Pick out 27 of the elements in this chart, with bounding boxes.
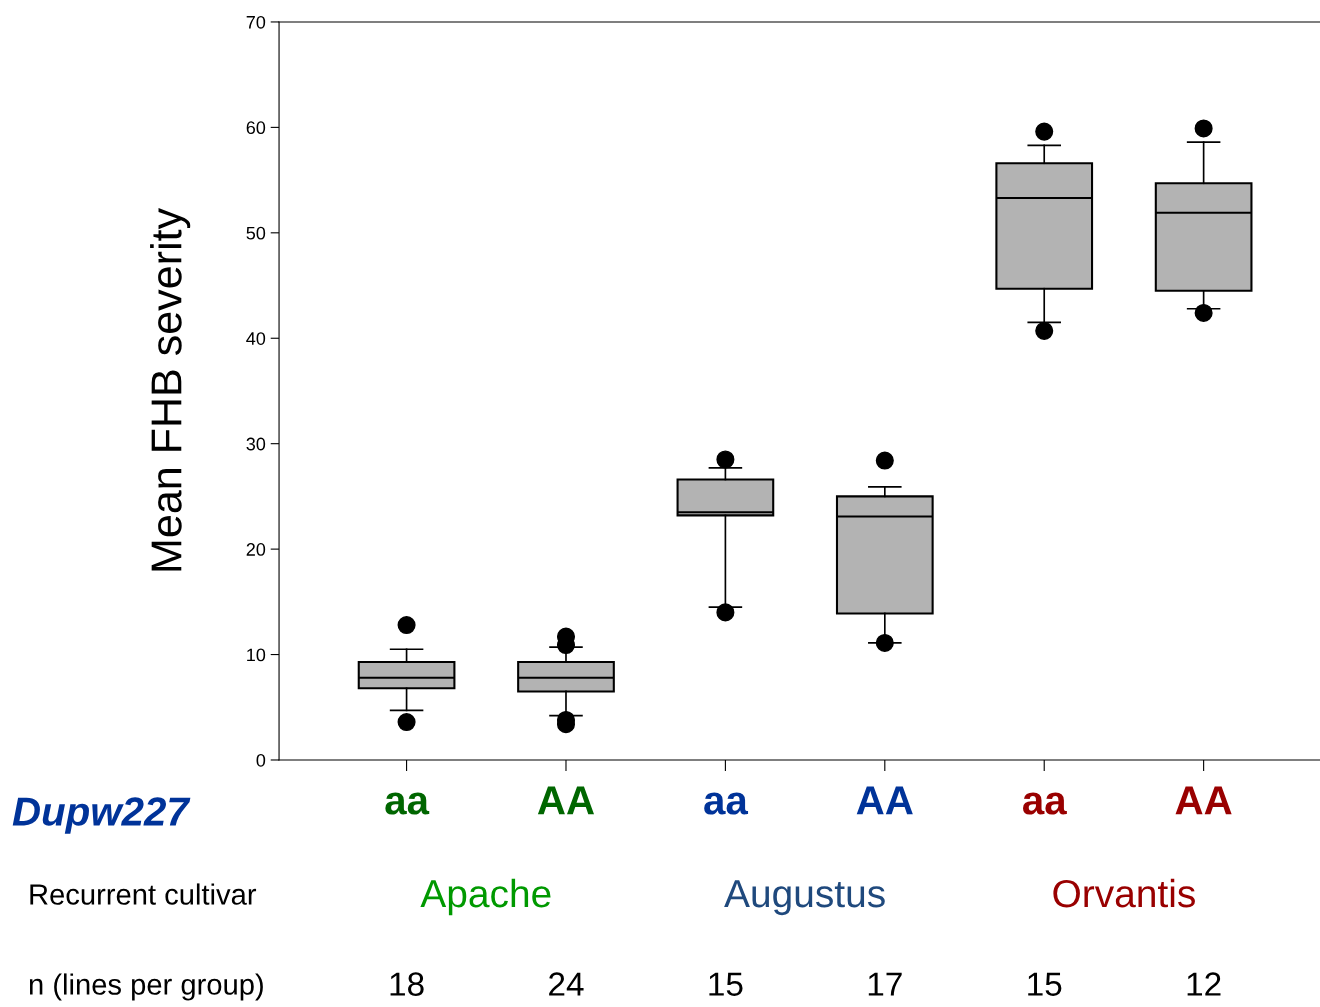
x-tick-label: aa bbox=[385, 792, 430, 815]
text: Apache bbox=[420, 878, 551, 916]
x-tick-label: AA bbox=[1175, 786, 1232, 815]
text: 15 bbox=[709, 972, 743, 996]
x-tick-label: AA bbox=[856, 786, 913, 815]
text: Orvantis bbox=[1053, 878, 1195, 908]
x-tick-label: aa bbox=[1023, 792, 1067, 815]
text: Recurrent cultivar bbox=[30, 883, 257, 905]
y-tick-label: 20 bbox=[246, 543, 266, 556]
y-tick-label: 30 bbox=[246, 437, 266, 451]
y-tick-label: 10 bbox=[247, 648, 266, 662]
x-tick-label: AA bbox=[537, 786, 595, 815]
text: 18 bbox=[390, 972, 424, 996]
y-tick-label: 60 bbox=[246, 121, 266, 135]
y-axis-title: Mean FHB severity bbox=[150, 208, 191, 571]
text: Augustus bbox=[724, 880, 885, 916]
text: n (lines per group) bbox=[29, 973, 263, 1001]
y-tick-label: 50 bbox=[246, 226, 266, 240]
y-tick-label: 0 bbox=[256, 753, 266, 767]
y-tick-label: 40 bbox=[246, 332, 266, 345]
text: 12 bbox=[1187, 972, 1221, 996]
x-tick-label: aa bbox=[704, 792, 749, 815]
text: 17 bbox=[868, 972, 902, 996]
y-tick-label: 70 bbox=[246, 15, 266, 29]
text: 24 bbox=[549, 972, 584, 996]
text: 15 bbox=[1028, 972, 1062, 996]
x-axis-title: Dupw227 bbox=[12, 797, 191, 834]
